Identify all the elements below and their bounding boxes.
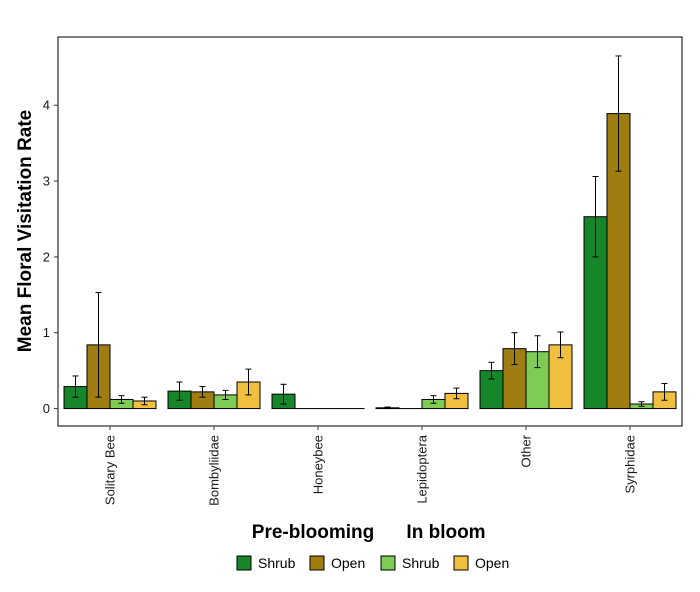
error-bar-solitary-bee-0 <box>72 375 79 398</box>
x-tick-label: Other <box>519 434 534 467</box>
error-bar-syrphidae-0 <box>592 176 599 258</box>
y-tick-label: 3 <box>43 174 50 189</box>
x-axis-title-in-bloom: In bloom <box>406 522 485 543</box>
legend-item-in-bloom-open: Open <box>453 555 509 571</box>
error-bar-lepidoptera-2 <box>430 395 437 404</box>
error-bar-bombyliidae-0 <box>176 381 183 401</box>
error-bar-lepidoptera-0 <box>384 406 391 410</box>
legend-label: Open <box>475 555 509 571</box>
error-bar-solitary-bee-2 <box>118 395 125 404</box>
error-bar-other-1 <box>511 332 518 366</box>
error-bar-syrphidae-2 <box>638 401 645 407</box>
y-axis-title: Mean Floral Visitation Rate <box>15 110 36 352</box>
y-tick-label: 0 <box>43 401 50 416</box>
x-tick-label: Solitary Bee <box>103 435 118 505</box>
y-axis: 0 1 2 3 4 <box>43 98 58 416</box>
legend-item-pre-blooming-open: Open <box>309 555 365 571</box>
error-bars-layer <box>72 55 668 410</box>
legend: Shrub Open Shrub Open <box>236 555 509 571</box>
legend-item-pre-blooming-shrub: Shrub <box>236 555 296 571</box>
legend-swatch <box>380 555 396 571</box>
error-bar-honeybee-0 <box>280 383 287 405</box>
legend-swatch <box>309 555 325 571</box>
y-tick-label: 4 <box>43 98 50 113</box>
x-tick-label: Syrphidae <box>623 435 638 494</box>
legend-swatch <box>236 555 252 571</box>
x-tick-label: Lepidoptera <box>415 434 430 503</box>
error-bar-lepidoptera-3 <box>453 387 460 400</box>
x-axis: Solitary Bee Bombyliidae Honeybee Lepidopte… <box>103 426 638 506</box>
plot-panel <box>57 36 683 427</box>
x-axis-title-pre-blooming: Pre-blooming <box>252 522 374 543</box>
error-bar-syrphidae-1 <box>615 55 622 172</box>
error-bar-other-0 <box>488 361 495 380</box>
legend-label: Shrub <box>402 555 440 571</box>
error-bar-bombyliidae-2 <box>222 389 229 400</box>
legend-label: Open <box>331 555 365 571</box>
error-bar-other-3 <box>557 331 564 359</box>
error-bar-solitary-bee-3 <box>141 396 148 406</box>
error-bar-other-2 <box>534 335 541 369</box>
error-bar-bombyliidae-1 <box>199 386 206 398</box>
error-bar-bombyliidae-3 <box>245 368 252 396</box>
y-tick-label: 2 <box>43 249 50 264</box>
legend-item-in-bloom-shrub: Shrub <box>380 555 440 571</box>
x-tick-label: Bombyliidae <box>207 435 222 506</box>
error-bar-solitary-bee-1 <box>95 292 102 398</box>
x-tick-label: Honeybee <box>311 435 326 494</box>
legend-swatch <box>453 555 469 571</box>
legend-label: Shrub <box>258 555 296 571</box>
error-bar-syrphidae-3 <box>661 383 668 401</box>
y-tick-label: 1 <box>43 325 50 340</box>
